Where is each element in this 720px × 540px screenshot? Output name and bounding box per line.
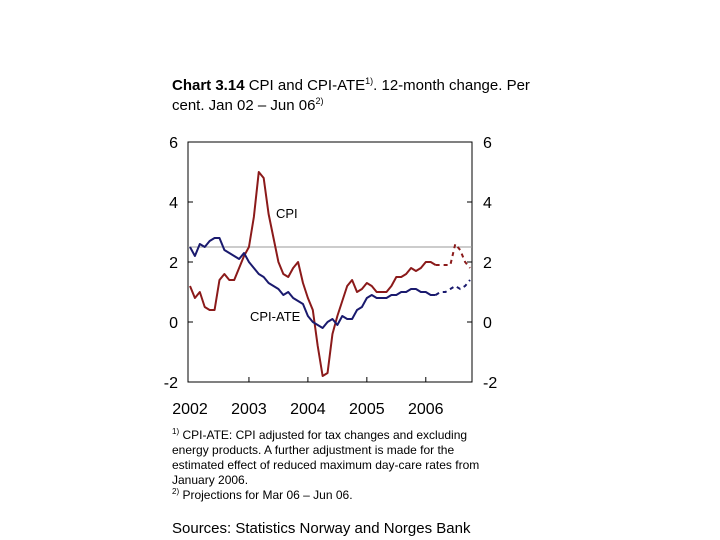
projection-line-cpi bbox=[435, 241, 471, 269]
plot-area: -2 -2 0 0 2 2 4 4 6 6 2002 2003 2004 2005 2006 CPI CPI-A… bbox=[164, 135, 498, 418]
chart-number: Chart 3.14 bbox=[172, 77, 245, 94]
series-label-cpi: CPI bbox=[276, 206, 298, 221]
footnote-1: 1) CPI-ATE: CPI adjusted for tax changes… bbox=[172, 428, 502, 488]
projection-line-cpi-ate bbox=[435, 279, 471, 296]
footnotes: 1) CPI-ATE: CPI adjusted for tax changes… bbox=[172, 428, 502, 503]
footnote-2-mark: 2) bbox=[172, 487, 180, 496]
y-tick-label-right: 2 bbox=[483, 255, 492, 272]
title-footnote-2: 2) bbox=[315, 96, 324, 106]
title-text-2: . 12-month change. Per cent. Jan 02 – Ju… bbox=[172, 77, 530, 114]
footnote-1-mark: 1) bbox=[172, 427, 180, 436]
y-tick-label-left: 4 bbox=[169, 195, 178, 212]
x-tick-label: 2002 bbox=[172, 401, 208, 418]
title-footnote-1: 1) bbox=[365, 76, 374, 86]
series-line-cpi bbox=[189, 171, 437, 377]
x-tick-label: 2005 bbox=[349, 401, 385, 418]
x-tick-label: 2006 bbox=[408, 401, 444, 418]
series-line-cpi-ate bbox=[189, 237, 436, 329]
y-tick-label-right: 0 bbox=[483, 315, 492, 332]
y-tick-label-left: 0 bbox=[169, 315, 178, 332]
chart-title: Chart 3.14 CPI and CPI-ATE1). 12-month c… bbox=[172, 76, 532, 116]
footnote-2: 2) Projections for Mar 06 – Jun 06. bbox=[172, 488, 502, 503]
y-tick-label-left: 6 bbox=[169, 135, 178, 152]
x-tick-label: 2004 bbox=[290, 401, 326, 418]
source-note: Sources: Statistics Norway and Norges Ba… bbox=[172, 520, 471, 537]
series-label-cpi-ate: CPI-ATE bbox=[250, 309, 301, 324]
footnote-2-text: Projections for Mar 06 – Jun 06. bbox=[179, 488, 353, 502]
y-tick-label-right: 4 bbox=[483, 195, 492, 212]
y-tick-label-left: -2 bbox=[164, 375, 178, 392]
y-tick-label-right: 6 bbox=[483, 135, 492, 152]
y-tick-label-left: 2 bbox=[169, 255, 178, 272]
title-text-1: CPI and CPI-ATE bbox=[244, 77, 366, 94]
y-tick-label-right: -2 bbox=[483, 375, 497, 392]
x-tick-label: 2003 bbox=[231, 401, 267, 418]
footnote-1-text: CPI-ATE: CPI adjusted for tax changes an… bbox=[172, 428, 480, 487]
